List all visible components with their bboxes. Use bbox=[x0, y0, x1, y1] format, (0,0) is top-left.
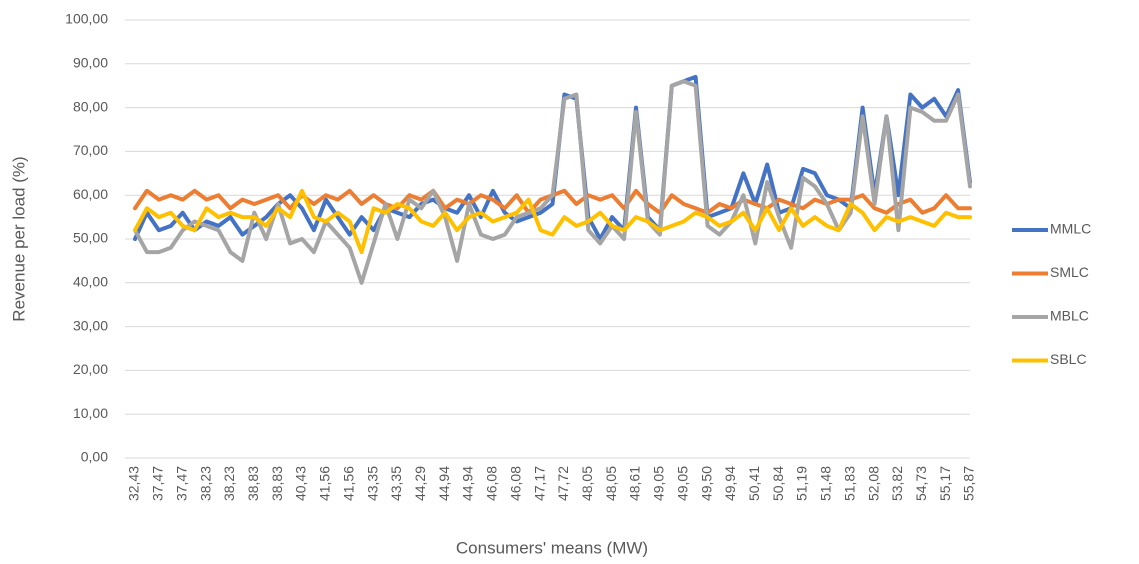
y-tick-label: 100,00 bbox=[65, 11, 108, 27]
x-tick-label: 40,43 bbox=[293, 466, 309, 501]
x-tick-label: 51,83 bbox=[841, 466, 857, 501]
x-tick-label: 37,47 bbox=[173, 466, 189, 501]
legend-label: SMLC bbox=[1050, 264, 1089, 280]
y-tick-label: 50,00 bbox=[73, 230, 108, 246]
x-tick-label: 43,35 bbox=[388, 466, 404, 501]
x-tick-label: 41,56 bbox=[317, 466, 333, 501]
x-tick-label: 41,56 bbox=[340, 466, 356, 501]
x-tick-label: 32,43 bbox=[126, 466, 142, 501]
x-tick-label: 50,84 bbox=[770, 466, 786, 501]
x-tick-label: 38,83 bbox=[245, 466, 261, 501]
x-tick-label: 53,82 bbox=[889, 466, 905, 501]
y-tick-label: 10,00 bbox=[73, 405, 108, 421]
legend-label: MBLC bbox=[1050, 308, 1089, 324]
y-tick-label: 40,00 bbox=[73, 274, 108, 290]
x-tick-label: 38,83 bbox=[269, 466, 285, 501]
x-tick-label: 51,19 bbox=[794, 466, 810, 501]
x-tick-label: 46,08 bbox=[507, 466, 523, 501]
x-tick-label: 46,08 bbox=[484, 466, 500, 501]
y-tick-label: 0,00 bbox=[81, 449, 108, 465]
x-tick-label: 47,17 bbox=[531, 466, 547, 501]
y-tick-label: 90,00 bbox=[73, 55, 108, 71]
x-tick-label: 51,48 bbox=[818, 466, 834, 501]
y-tick-label: 30,00 bbox=[73, 317, 108, 333]
x-tick-label: 48,61 bbox=[627, 466, 643, 501]
x-tick-label: 49,05 bbox=[651, 466, 667, 501]
x-tick-label: 54,73 bbox=[913, 466, 929, 501]
x-tick-label: 43,35 bbox=[364, 466, 380, 501]
x-tick-label: 37,47 bbox=[150, 466, 166, 501]
y-tick-label: 20,00 bbox=[73, 361, 108, 377]
x-tick-label: 49,94 bbox=[722, 466, 738, 501]
x-tick-label: 50,41 bbox=[746, 466, 762, 501]
x-tick-label: 49,50 bbox=[698, 466, 714, 501]
x-tick-label: 44,94 bbox=[460, 466, 476, 501]
x-tick-label: 48,05 bbox=[603, 466, 619, 501]
y-tick-label: 60,00 bbox=[73, 186, 108, 202]
x-tick-label: 38,23 bbox=[197, 466, 213, 501]
y-tick-label: 70,00 bbox=[73, 142, 108, 158]
x-tick-label: 44,29 bbox=[412, 466, 428, 501]
x-axis-title: Consumers' means (MW) bbox=[456, 538, 648, 557]
x-tick-label: 55,17 bbox=[937, 466, 953, 501]
x-tick-label: 47,72 bbox=[555, 466, 571, 501]
x-tick-label: 44,94 bbox=[436, 466, 452, 501]
x-tick-label: 38,23 bbox=[221, 466, 237, 501]
line-series bbox=[133, 74, 972, 241]
x-tick-label: 55,87 bbox=[961, 466, 977, 501]
x-tick-label: 48,05 bbox=[579, 466, 595, 501]
legend-label: MMLC bbox=[1050, 221, 1091, 237]
x-tick-label: 52,08 bbox=[865, 466, 881, 501]
y-axis-title: Revenue per load (%) bbox=[9, 156, 28, 321]
legend-label: SBLC bbox=[1050, 351, 1087, 367]
line-series bbox=[133, 79, 972, 285]
y-tick-label: 80,00 bbox=[73, 98, 108, 114]
x-tick-label: 49,05 bbox=[674, 466, 690, 501]
line-series bbox=[133, 188, 972, 255]
